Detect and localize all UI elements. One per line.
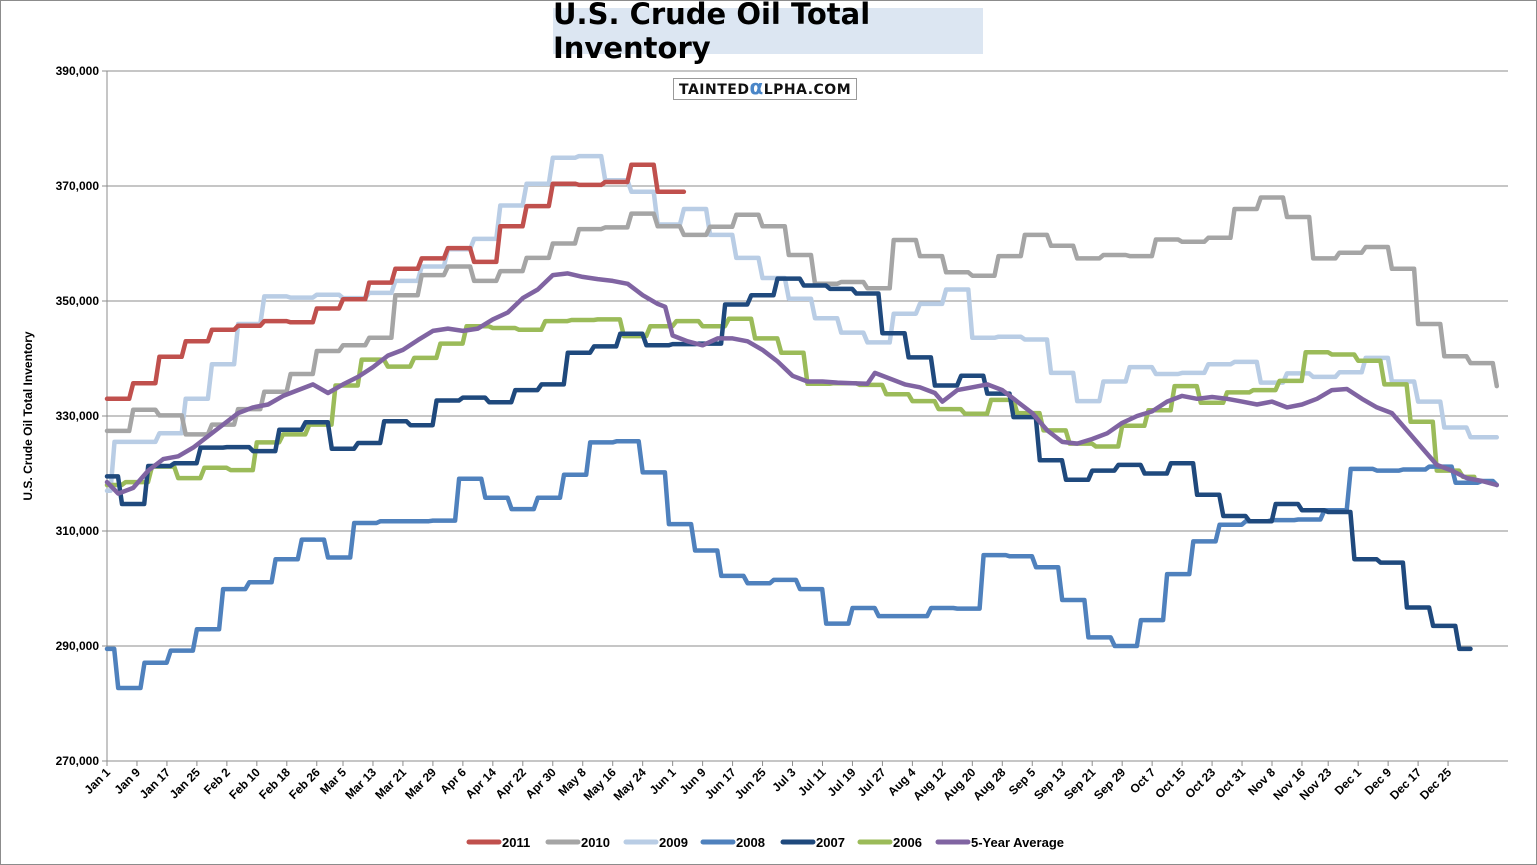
x-tick-label: Apr 22	[493, 765, 530, 802]
x-tick-label: Apr 30	[523, 765, 560, 802]
y-tick-label: 330,000	[56, 409, 100, 423]
x-tick-label: Jul 19	[825, 765, 859, 799]
x-tick-label: Jul 3	[769, 765, 798, 794]
x-tick-label: May 24	[611, 765, 649, 803]
x-tick-label: May 16	[581, 765, 619, 803]
x-tick-label: Jan 25	[167, 765, 204, 802]
x-tick-label: Sep 29	[1091, 765, 1128, 802]
chart-title: U.S. Crude Oil Total Inventory	[553, 0, 871, 65]
x-tick-label: Mar 21	[372, 765, 409, 802]
x-tick-label: Aug 20	[940, 765, 978, 803]
x-tick-label: Jun 1	[647, 765, 679, 797]
x-tick-label: Jan 17	[137, 765, 174, 802]
watermark-alpha: α	[749, 75, 764, 99]
watermark-text-left: TAINTED	[679, 82, 750, 98]
series-line-5-year-average	[104, 271, 1500, 496]
legend-label: 2009	[659, 835, 688, 850]
y-axis-label: U.S. Crude Oil Total Inventory	[21, 331, 35, 500]
series-line-2011	[104, 162, 687, 402]
x-tick-label: Sep 13	[1031, 765, 1068, 802]
legend-label: 2008	[736, 835, 765, 850]
series-line-2010	[104, 195, 1500, 437]
series-line-2009	[104, 153, 1500, 494]
x-tick-label: Dec 25	[1417, 765, 1454, 802]
legend-label: 2010	[581, 835, 610, 850]
chart-title-box: U.S. Crude Oil Total Inventory	[553, 0, 983, 65]
x-tick-label: Feb 18	[256, 765, 293, 802]
x-tick-label: Aug 12	[910, 765, 948, 803]
x-tick-label: Mar 13	[342, 765, 379, 802]
watermark-text-right: LPHA.COM	[763, 82, 852, 98]
x-tick-label: Jun 17	[702, 765, 739, 802]
y-tick-label: 270,000	[56, 754, 100, 768]
x-tick-label: Jul 11	[795, 765, 829, 799]
x-tick-label: Sep 21	[1061, 765, 1098, 802]
x-tick-label: Dec 17	[1387, 765, 1424, 802]
watermark-logo: TAINTEDαLPHA.COM	[673, 75, 858, 100]
series-line-2007	[104, 276, 1473, 652]
y-tick-label: 390,000	[56, 64, 100, 78]
x-tick-label: Jul 27	[855, 765, 889, 799]
y-tick-label: 310,000	[56, 524, 100, 538]
y-tick-label: 350,000	[56, 294, 100, 308]
x-tick-label: Mar 29	[402, 765, 439, 802]
x-tick-label: Dec 1	[1332, 765, 1365, 798]
x-tick-label: Feb 10	[226, 765, 263, 802]
legend-label: 2006	[893, 835, 922, 850]
x-tick-label: Oct 23	[1182, 765, 1218, 801]
x-tick-label: Oct 31	[1212, 765, 1248, 801]
x-tick-label: Feb 26	[286, 765, 323, 802]
x-tick-label: Aug 28	[970, 765, 1008, 803]
x-tick-label: Apr 14	[463, 765, 500, 802]
series-line-2006	[104, 316, 1477, 488]
legend-label: 2011	[502, 835, 530, 850]
legend-label: 5-Year Average	[971, 835, 1064, 850]
y-tick-label: 290,000	[56, 639, 100, 653]
x-tick-label: Jan 1	[82, 765, 114, 797]
x-tick-label: Jun 25	[732, 765, 769, 802]
legend-label: 2007	[816, 835, 845, 850]
y-tick-label: 370,000	[56, 179, 100, 193]
series-line-2008	[104, 439, 1500, 691]
x-tick-label: Oct 15	[1152, 765, 1188, 801]
